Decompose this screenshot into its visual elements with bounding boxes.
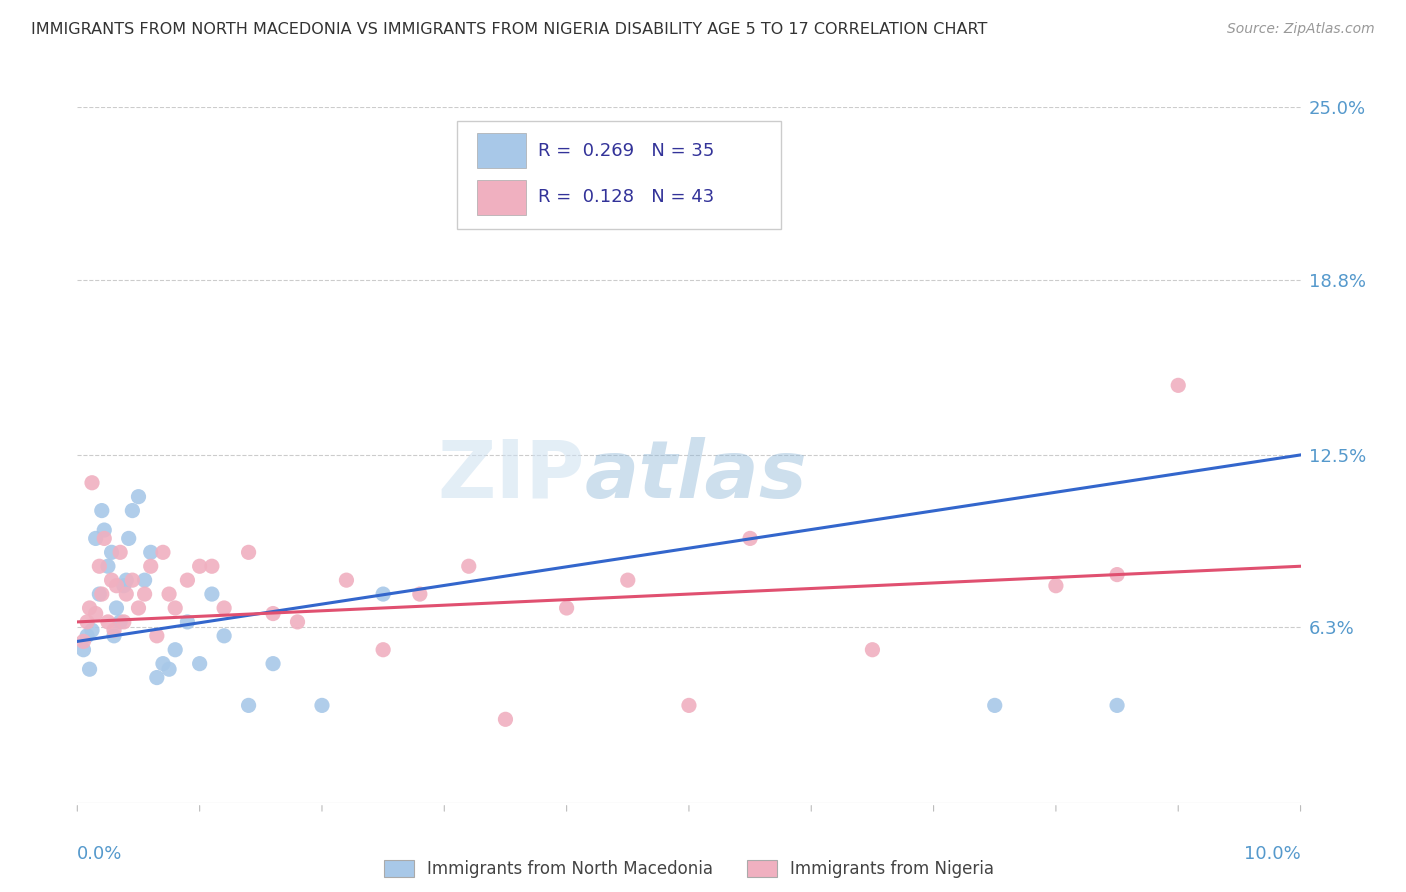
Point: [108, 545, 131, 559]
Point: [139, 559, 162, 574]
Legend: Immigrants from North Macedonia, Immigrants from Nigeria: Immigrants from North Macedonia, Immigra…: [377, 854, 1001, 885]
Point: [555, 601, 578, 615]
Point: [115, 573, 138, 587]
Point: [128, 601, 150, 615]
Point: [1045, 579, 1067, 593]
Point: [134, 587, 156, 601]
Point: [165, 601, 187, 615]
Point: [103, 624, 125, 638]
Point: [105, 579, 128, 593]
Point: [121, 503, 143, 517]
Point: [90, 587, 112, 601]
Point: [100, 545, 122, 559]
Point: [90, 503, 112, 517]
Point: [678, 698, 700, 713]
Point: [93, 523, 115, 537]
Point: [80, 475, 103, 490]
Point: [100, 573, 122, 587]
Point: [188, 559, 211, 574]
Point: [89, 559, 111, 574]
Point: [201, 559, 224, 574]
Point: [128, 490, 150, 504]
Point: [984, 698, 1007, 713]
Text: ZIP: ZIP: [437, 437, 585, 515]
Point: [740, 532, 762, 546]
Point: [238, 545, 260, 559]
Point: [97, 559, 120, 574]
Point: [105, 601, 128, 615]
Point: [112, 615, 135, 629]
Point: [238, 698, 260, 713]
Point: [84, 607, 107, 621]
Text: Source: ZipAtlas.com: Source: ZipAtlas.com: [1227, 22, 1375, 37]
FancyBboxPatch shape: [477, 134, 526, 169]
Point: [72, 634, 94, 648]
Text: R =  0.269   N = 35: R = 0.269 N = 35: [538, 142, 714, 160]
Point: [262, 657, 284, 671]
Point: [76, 615, 98, 629]
Point: [79, 662, 101, 676]
Point: [134, 573, 156, 587]
Point: [79, 601, 101, 615]
Point: [146, 629, 169, 643]
Point: [862, 642, 884, 657]
Text: 10.0%: 10.0%: [1244, 845, 1301, 863]
Point: [287, 615, 309, 629]
FancyBboxPatch shape: [477, 180, 526, 215]
Point: [80, 624, 103, 638]
Point: [617, 211, 640, 226]
Point: [103, 629, 125, 643]
Point: [89, 587, 111, 601]
Point: [371, 587, 394, 601]
Point: [139, 545, 162, 559]
Point: [165, 642, 187, 657]
Point: [146, 671, 169, 685]
Point: [115, 587, 138, 601]
Point: [84, 532, 107, 546]
Point: [371, 642, 394, 657]
Point: [201, 587, 224, 601]
Point: [118, 532, 141, 546]
Point: [76, 629, 98, 643]
Text: 0.0%: 0.0%: [77, 845, 122, 863]
Point: [97, 615, 120, 629]
Point: [335, 573, 357, 587]
Point: [121, 573, 143, 587]
Point: [1167, 378, 1189, 392]
Point: [617, 573, 640, 587]
Text: IMMIGRANTS FROM NORTH MACEDONIA VS IMMIGRANTS FROM NIGERIA DISABILITY AGE 5 TO 1: IMMIGRANTS FROM NORTH MACEDONIA VS IMMIG…: [31, 22, 987, 37]
Point: [152, 545, 174, 559]
Point: [1107, 567, 1129, 582]
Text: atlas: atlas: [585, 437, 807, 515]
Point: [409, 587, 432, 601]
Point: [152, 657, 174, 671]
FancyBboxPatch shape: [457, 121, 780, 229]
Point: [112, 579, 135, 593]
Point: [311, 698, 333, 713]
Point: [212, 629, 235, 643]
Point: [1107, 698, 1129, 713]
Point: [157, 662, 180, 676]
Point: [176, 573, 198, 587]
Text: R =  0.128   N = 43: R = 0.128 N = 43: [538, 188, 714, 206]
Point: [457, 559, 479, 574]
Point: [176, 615, 198, 629]
Point: [72, 642, 94, 657]
Point: [108, 615, 131, 629]
Point: [495, 712, 517, 726]
Point: [262, 607, 284, 621]
Point: [188, 657, 211, 671]
Point: [93, 532, 115, 546]
Point: [212, 601, 235, 615]
Point: [157, 587, 180, 601]
